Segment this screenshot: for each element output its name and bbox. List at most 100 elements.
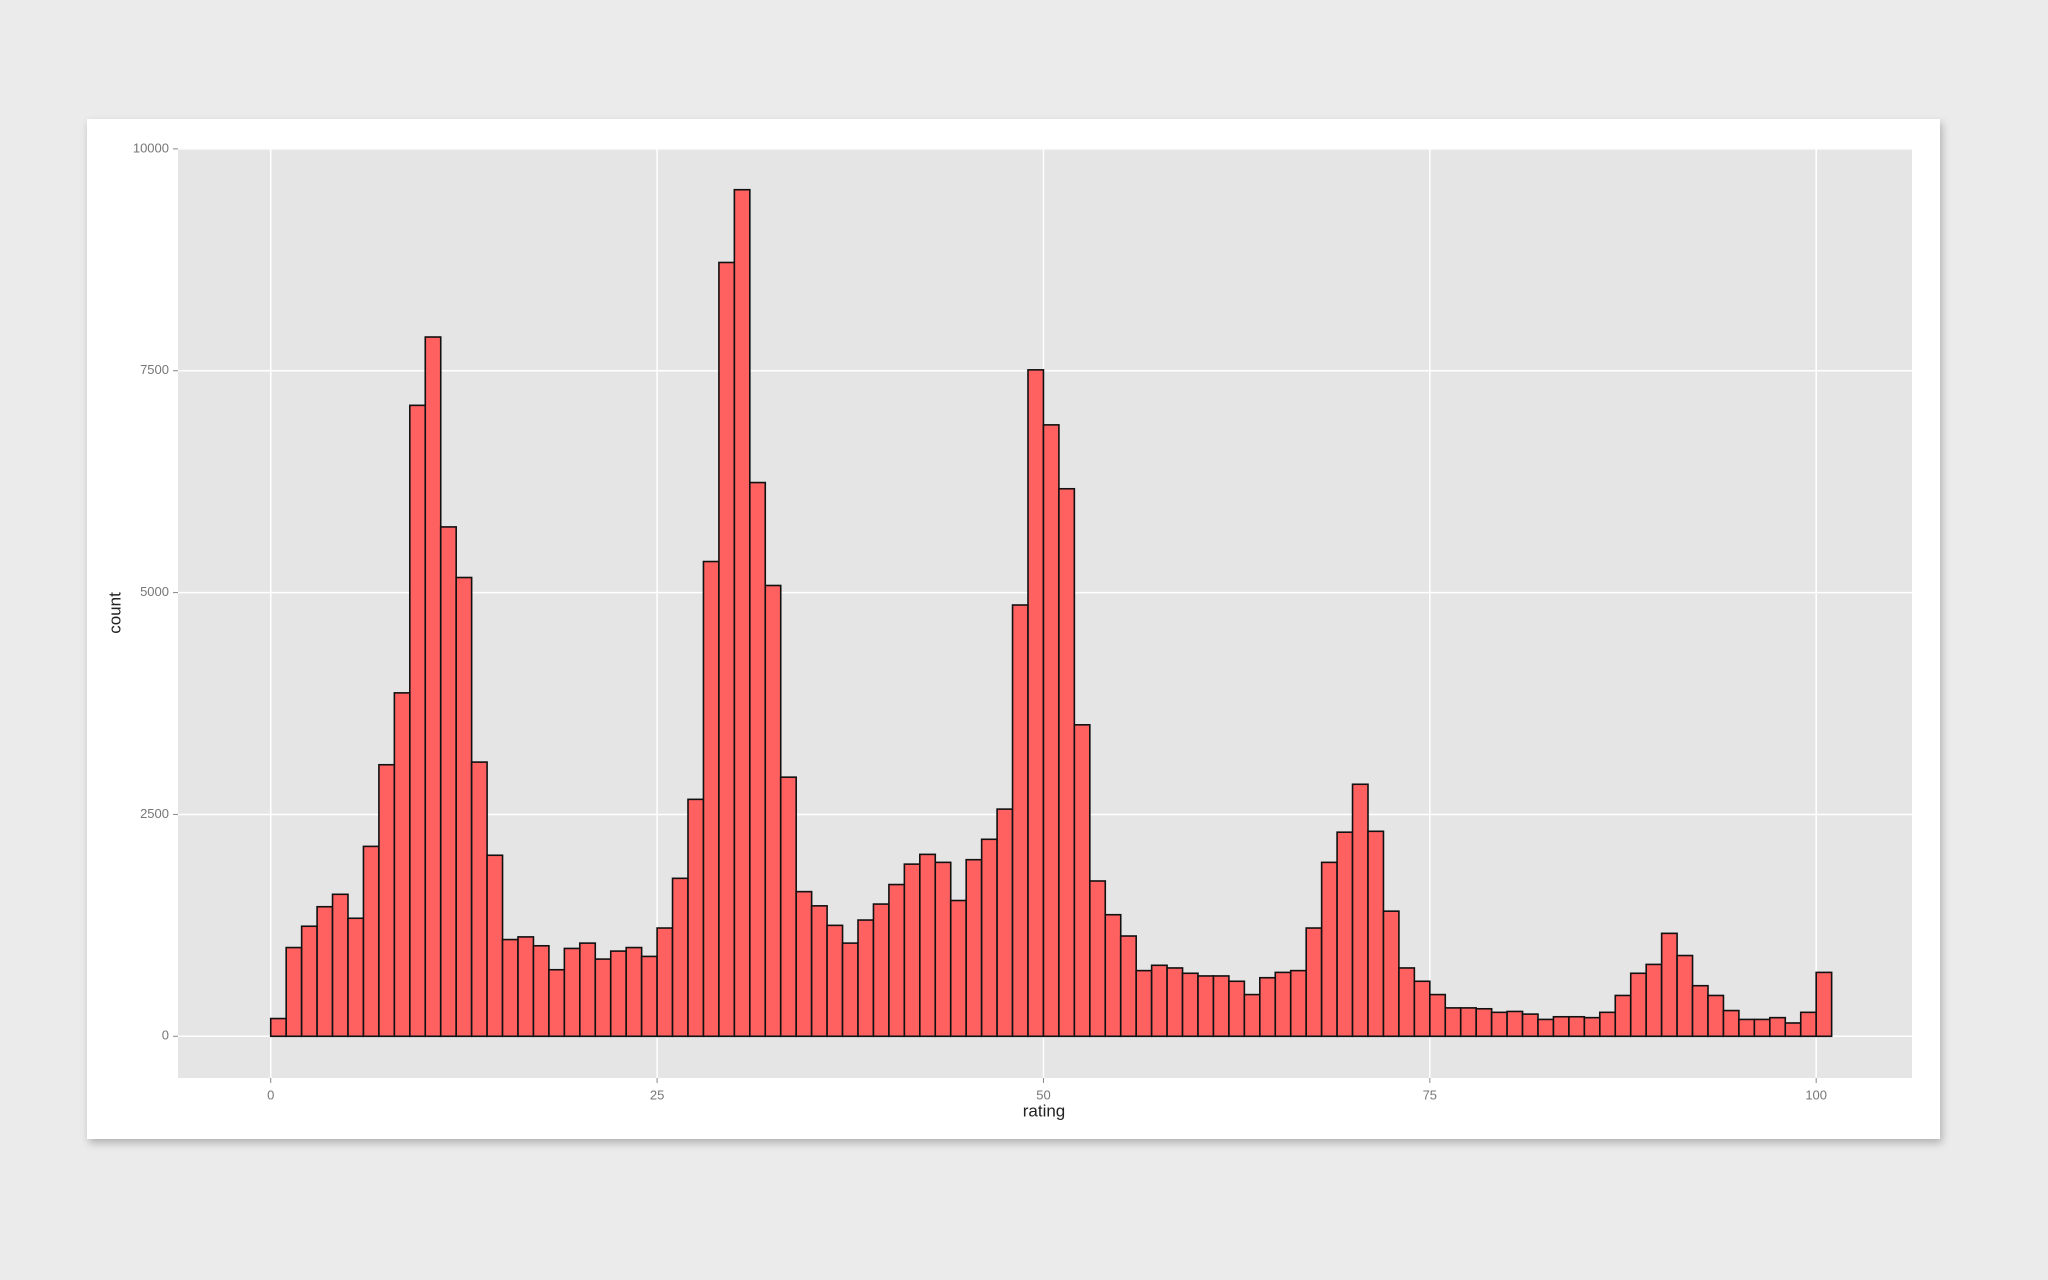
bar — [1722, 1009, 1740, 1038]
x-tick-label: 25 — [650, 1087, 664, 1102]
bar — [872, 903, 890, 1038]
bar — [579, 942, 597, 1038]
bar — [996, 808, 1014, 1038]
bar — [795, 890, 813, 1038]
bar — [501, 938, 519, 1038]
bar — [1259, 976, 1277, 1038]
bar — [1429, 993, 1447, 1038]
bar — [903, 863, 921, 1038]
bar — [1228, 980, 1246, 1038]
bar — [1490, 1011, 1508, 1038]
bar — [1753, 1018, 1771, 1038]
y-tick-label: 10000 — [133, 140, 169, 155]
bar — [1073, 724, 1091, 1038]
bar — [1568, 1015, 1586, 1038]
bar — [826, 924, 844, 1038]
bar — [1769, 1016, 1787, 1038]
bar — [640, 955, 658, 1038]
bar — [1089, 880, 1107, 1038]
bar — [965, 858, 983, 1038]
bar — [919, 853, 937, 1038]
bar — [733, 188, 751, 1038]
bar — [1320, 861, 1338, 1038]
bar — [949, 899, 967, 1038]
bar — [1707, 994, 1725, 1038]
y-tick-label: 0 — [162, 1028, 169, 1043]
bar — [1305, 927, 1323, 1038]
bar — [687, 798, 705, 1038]
bar — [1382, 910, 1400, 1038]
bar — [779, 776, 797, 1038]
bar — [1150, 964, 1168, 1038]
bar — [718, 261, 736, 1038]
bar — [424, 336, 442, 1038]
bar — [300, 925, 318, 1038]
bar — [378, 763, 396, 1038]
bar — [1166, 967, 1184, 1038]
bar — [1475, 1007, 1493, 1038]
bar — [486, 854, 504, 1038]
bar — [1119, 935, 1137, 1038]
bar — [702, 560, 720, 1038]
bar — [1336, 831, 1354, 1038]
bar — [1011, 604, 1029, 1038]
bar — [1799, 1011, 1817, 1038]
bar — [1552, 1015, 1570, 1038]
bar — [455, 576, 473, 1038]
bar — [980, 838, 998, 1038]
bar — [888, 883, 906, 1038]
bar — [1629, 972, 1647, 1038]
bar — [671, 877, 689, 1038]
bar — [470, 761, 488, 1038]
y-tick-label: 5000 — [140, 584, 169, 599]
bar — [934, 861, 952, 1038]
bar — [316, 905, 334, 1038]
bar — [857, 919, 875, 1038]
bar — [1398, 967, 1416, 1038]
bar — [347, 917, 365, 1038]
bar — [439, 526, 457, 1038]
bar — [1815, 971, 1833, 1038]
bar — [1274, 971, 1292, 1038]
y-axis-label: count — [105, 592, 124, 634]
bar — [749, 481, 767, 1038]
bar — [1459, 1007, 1477, 1038]
bar — [1537, 1018, 1555, 1038]
bar — [331, 893, 349, 1038]
bar — [1367, 830, 1385, 1038]
bar — [1058, 487, 1076, 1038]
bar — [841, 942, 859, 1038]
x-tick-label: 75 — [1423, 1087, 1437, 1102]
x-tick-label: 50 — [1036, 1087, 1050, 1102]
bar — [1784, 1022, 1802, 1038]
bar — [1197, 975, 1215, 1038]
bar — [269, 1017, 287, 1038]
bar — [563, 947, 581, 1038]
bar — [810, 905, 828, 1038]
y-tick-label: 7500 — [140, 362, 169, 377]
y-tick-label: 2500 — [140, 806, 169, 821]
bar — [1660, 932, 1678, 1038]
x-tick-label: 0 — [267, 1087, 274, 1102]
bar — [393, 692, 411, 1038]
bar — [285, 946, 303, 1038]
bar — [1506, 1010, 1524, 1038]
bar — [362, 845, 380, 1038]
x-tick-label: 100 — [1805, 1087, 1827, 1102]
bar — [1351, 783, 1369, 1038]
bar — [1738, 1018, 1756, 1038]
bar — [532, 944, 550, 1038]
bar — [1181, 972, 1199, 1038]
bar — [609, 950, 627, 1038]
bar — [1676, 954, 1694, 1038]
bar — [1027, 369, 1045, 1038]
bar — [1691, 984, 1709, 1038]
bar — [1042, 424, 1060, 1038]
bar — [1212, 975, 1230, 1038]
bar — [548, 968, 566, 1038]
bar — [1645, 963, 1663, 1038]
bar — [1444, 1007, 1462, 1038]
bar — [1614, 994, 1632, 1038]
